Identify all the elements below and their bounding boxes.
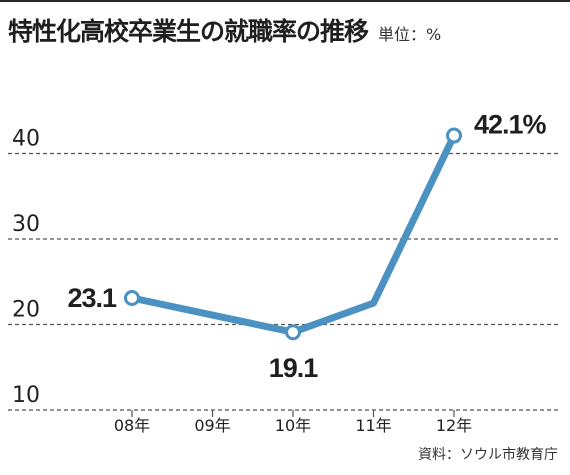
data-label: 42.1%	[474, 110, 547, 140]
y-tick-label: 40	[12, 127, 40, 152]
data-point	[446, 127, 462, 144]
data-label: 23.1	[67, 283, 117, 313]
x-tick-label: 10年	[275, 416, 311, 435]
chart-title: 特性化高校卒業生の就職率の推移	[8, 17, 369, 46]
y-tick-label: 20	[12, 298, 40, 323]
x-tick-label: 08年	[114, 416, 150, 435]
unit-label: 単位：%	[378, 25, 442, 44]
x-tick-label: 12年	[436, 416, 472, 435]
x-tick-label: 11年	[355, 416, 391, 435]
y-tick-label: 30	[12, 212, 40, 237]
y-tick-label: 10	[12, 383, 40, 408]
data-label: 19.1	[269, 353, 319, 383]
data-point	[285, 324, 301, 341]
header: 特性化高校卒業生の就職率の推移 単位：%	[8, 12, 441, 48]
source-note: 資料：ソウル市教育庁	[418, 447, 558, 463]
x-tick-label: 09年	[194, 416, 230, 435]
series-line	[128, 132, 458, 336]
data-point	[124, 289, 140, 306]
top-rule	[0, 0, 570, 2]
